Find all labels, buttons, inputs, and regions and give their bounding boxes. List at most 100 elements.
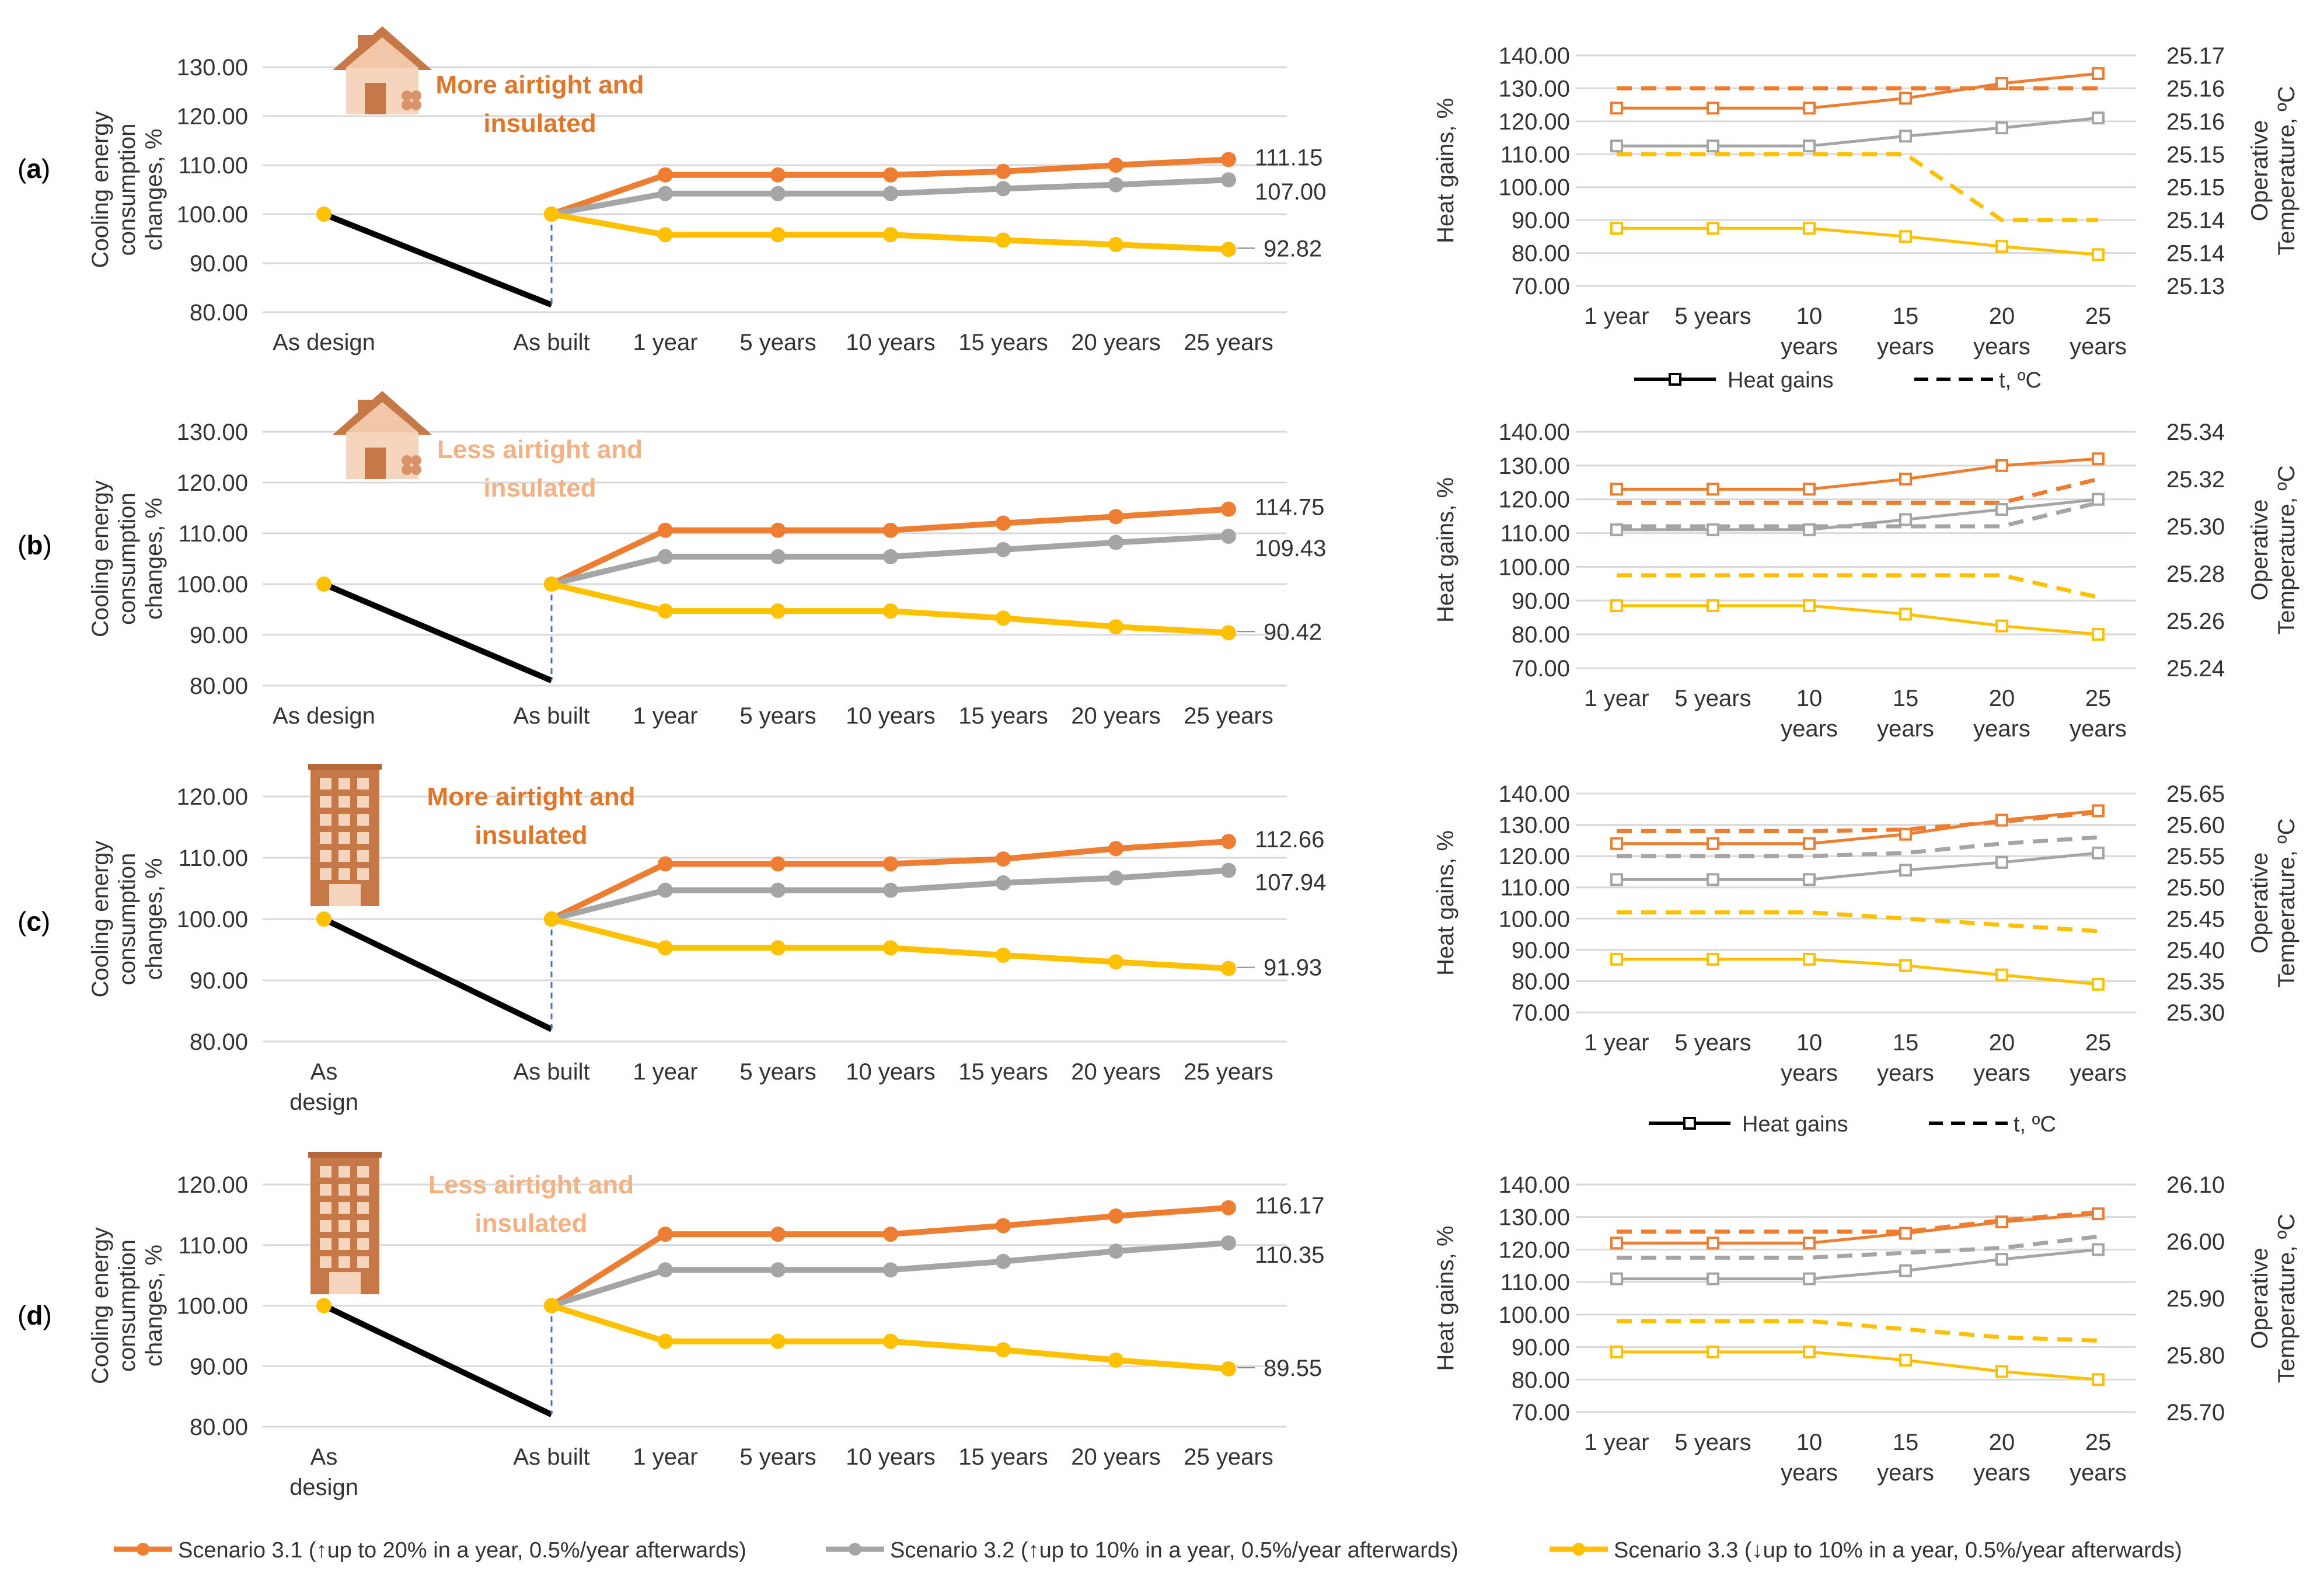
panel-label: (c) [18, 906, 50, 937]
heat-gains-marker [1803, 1236, 1816, 1250]
y-tick-label-right: 25.55 [2166, 844, 2225, 869]
window-shape [320, 1166, 331, 1178]
series-marker [658, 603, 673, 619]
heat-gains-line [1617, 604, 2099, 636]
y-tick-label: 90.00 [1512, 938, 1570, 963]
y-tick-label-right: 25.34 [2166, 420, 2225, 445]
heat-gains-marker [1803, 599, 1816, 612]
legend-marker [1572, 1543, 1585, 1556]
panel-label: (d) [18, 1300, 52, 1330]
heat-gains-line [1617, 1212, 2099, 1245]
end-value-label: 107.00 [1255, 179, 1326, 205]
y-tick-label: 110.00 [179, 153, 248, 179]
heat-gains-marker [1899, 130, 1912, 143]
y-axis-label-line: Operative [2247, 120, 2273, 221]
y-tick-label: 100.00 [177, 202, 248, 228]
x-tick-label: design [289, 1089, 358, 1115]
series-marker [658, 549, 673, 565]
x-tick-label: 25 [2085, 1430, 2112, 1455]
temperature-line [1617, 152, 2098, 222]
heat-gains-marker [1610, 1345, 1623, 1358]
window-shape [339, 832, 350, 844]
x-tick-label: 10 years [846, 1444, 935, 1470]
series-marker [883, 856, 898, 872]
heat-gains-marker [1995, 1215, 2008, 1229]
y-tick-label-right: 25.16 [2166, 76, 2225, 102]
series-marker [883, 522, 898, 538]
window-shape [357, 1238, 369, 1250]
end-value-label: 114.75 [1255, 495, 1324, 520]
heat-gains-line [1617, 851, 2099, 881]
y-tick-label: 140.00 [1499, 420, 1570, 445]
temperature-line [1617, 1319, 2099, 1343]
y-axis-label-line: Temperature, ºC [2274, 465, 2299, 634]
y-axis-label-line: Temperature, ºC [2274, 818, 2299, 987]
series-marker [1221, 242, 1236, 257]
series-marker [1221, 862, 1236, 878]
panel-label-paren: ( [18, 530, 27, 560]
heat-gains-marker [1610, 873, 1623, 886]
temperature-line [1617, 477, 2099, 505]
heat-gains-marker [1707, 1236, 1719, 1250]
y-tick-label: 80.00 [1512, 1367, 1570, 1393]
x-tick-label: 10 [1796, 686, 1823, 711]
series-marker [658, 1227, 673, 1242]
panel-label-letter: a [26, 153, 41, 184]
series-marker [883, 1262, 898, 1278]
legend-marker [849, 1543, 861, 1556]
as-built-marker [544, 1298, 559, 1314]
y-tick-label: 90.00 [190, 251, 248, 277]
y-tick-label: 80.00 [190, 1029, 248, 1055]
left-chart-3: 80.00 90.00 100.00 110.00 120.00 Cooling ener… [18, 764, 1326, 1115]
y-tick-label: 100.00 [1499, 1302, 1570, 1328]
heat-gains-marker [1995, 1365, 2008, 1378]
right-chart-1: 70.00 80.00 90.00 100.00 110.00 120.00 130.00 1… [1433, 43, 2299, 359]
heat-gains-marker [1995, 240, 2008, 253]
x-tick-label: As built [513, 1059, 589, 1085]
as-built-marker [544, 911, 559, 927]
heat-gains-marker [1803, 222, 1816, 235]
y-tick-label-right: 25.45 [2166, 906, 2225, 932]
series-marker [1221, 625, 1236, 641]
temperature-line [1617, 1210, 2099, 1234]
as-design-marker [316, 911, 331, 927]
heat-gains-marker [1899, 513, 1912, 526]
heat-gains-marker [1995, 503, 2008, 516]
legend-marker [137, 1543, 149, 1556]
x-tick-label: As built [513, 703, 589, 729]
y-tick-label-right: 25.14 [2166, 241, 2225, 267]
as-design-marker [316, 1298, 331, 1314]
x-tick-label: 1 year [633, 703, 697, 729]
y-tick-label: 80.00 [1512, 241, 1570, 267]
bush-shape [411, 100, 421, 110]
series-marker [1108, 237, 1123, 253]
heat-gains-marker [1610, 222, 1623, 235]
window-shape [320, 814, 331, 826]
y-tick-label: 80.00 [190, 1414, 248, 1440]
window-shape [339, 868, 350, 880]
left-chart-2: 80.00 90.00 100.00 110.00 120.00 130.00 Coolin… [18, 391, 1326, 729]
x-tick-label: 25 years [1184, 330, 1273, 355]
x-tick-label: years [1877, 1060, 1934, 1086]
series-marker [1108, 177, 1123, 193]
heat-gains-marker [1803, 483, 1816, 496]
y-axis-label-line: Cooling energy [88, 480, 113, 637]
legend-heat-gains-label: Heat gains [1742, 1112, 1848, 1137]
y-tick-label: 90.00 [190, 968, 248, 994]
roof-inner-shape [346, 402, 418, 432]
heat-gains-marker [2092, 1373, 2105, 1386]
series-marker [658, 522, 673, 538]
y-tick-label-right: 25.65 [2166, 781, 2225, 807]
x-tick-label: 15 [1893, 1430, 1919, 1455]
heat-gains-marker [1707, 873, 1719, 886]
y-axis-label: Cooling energyconsumptionchanges, % [88, 1227, 167, 1384]
y-tick-label-right: 26.10 [2166, 1172, 2225, 1198]
x-tick-label: As [310, 1059, 338, 1085]
y-axis-label-line: Cooling energy [88, 840, 113, 997]
y-tick-label-right: 25.70 [2166, 1400, 2225, 1426]
window-shape [339, 796, 350, 808]
series-marker [770, 1333, 786, 1349]
y-axis-label: Cooling energyconsumptionchanges, % [88, 840, 167, 997]
window-shape [357, 850, 369, 862]
heat-gains-line [1617, 72, 2099, 110]
